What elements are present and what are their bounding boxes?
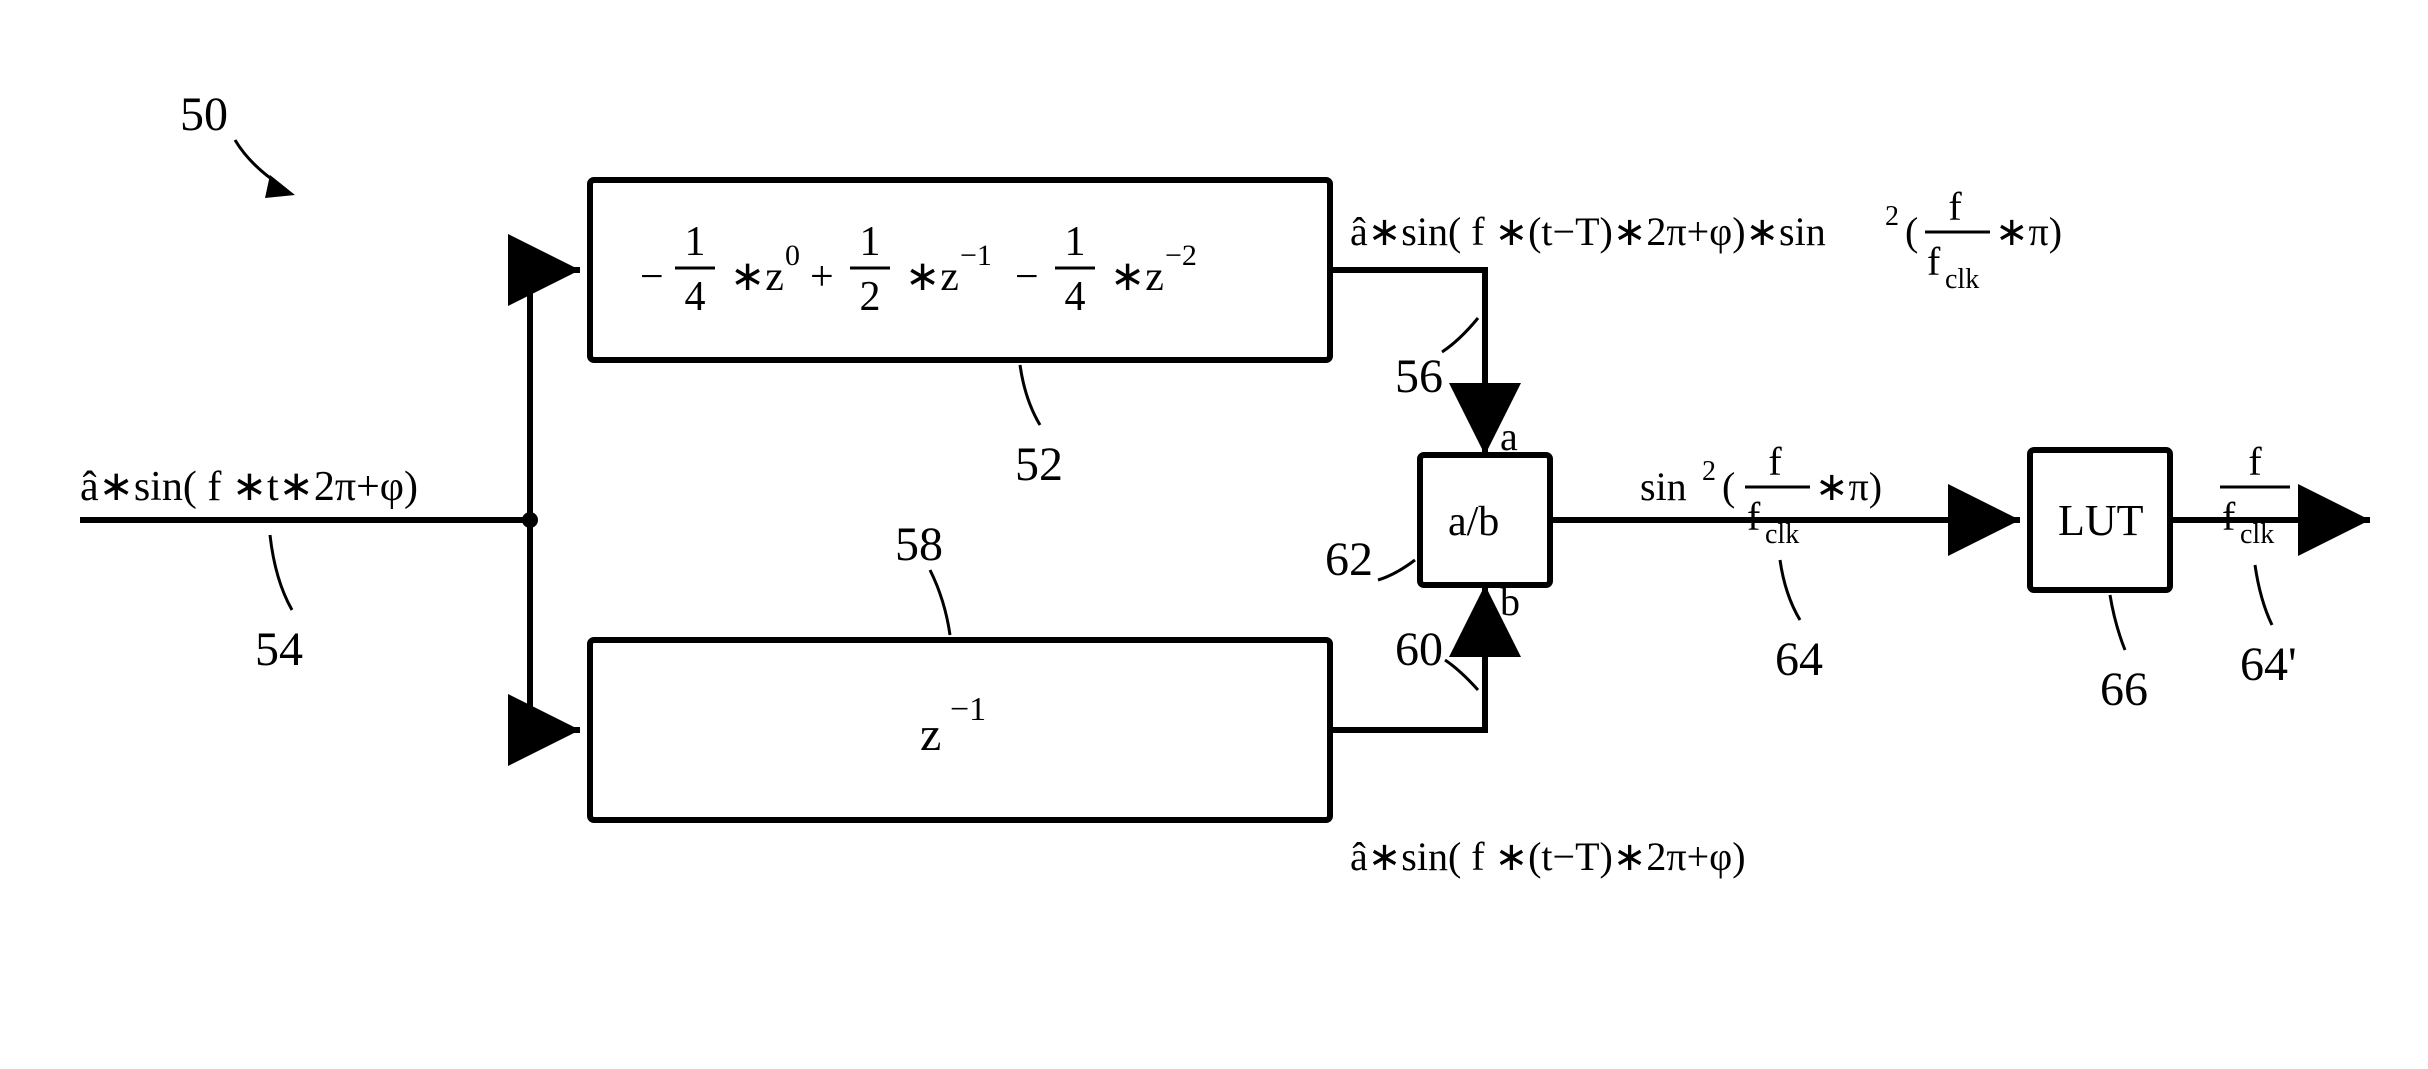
svg-text:∗π): ∗π)	[1815, 464, 1882, 509]
svg-text:∗z: ∗z	[905, 254, 959, 300]
svg-text:f: f	[2222, 494, 2236, 539]
svg-text:(: (	[1905, 209, 1918, 254]
edge-to-delay	[530, 520, 580, 730]
svg-text:a/b: a/b	[1448, 499, 1499, 545]
svg-text:64': 64'	[2240, 638, 2297, 691]
svg-text:52: 52	[1015, 438, 1063, 491]
svg-text:1: 1	[860, 219, 881, 265]
svg-text:2: 2	[1702, 456, 1716, 487]
svg-text:−1: −1	[950, 691, 986, 728]
divider-block: a/b 62	[1325, 455, 1550, 586]
svg-text:f: f	[2248, 439, 2262, 484]
svg-text:f: f	[1747, 494, 1761, 539]
block-diagram: 50 â∗sin( f ∗t∗2π+φ) 54 − 1 4 ∗z 0 + 1 2…	[0, 0, 2428, 1069]
svg-text:58: 58	[895, 518, 943, 571]
svg-text:sin: sin	[1640, 464, 1687, 509]
svg-text:4: 4	[1065, 274, 1086, 320]
delay-block: z −1 58	[590, 518, 1330, 820]
lut-block: LUT 66	[2030, 450, 2170, 716]
svg-text:−: −	[640, 254, 664, 300]
lut-output-edge: f f clk 64'	[2170, 439, 2370, 691]
divider-output-edge: sin 2 ( f f clk ∗π) 64	[1550, 439, 2020, 686]
svg-text:64: 64	[1775, 633, 1823, 686]
svg-text:(: (	[1722, 464, 1735, 509]
system-ref: 50	[180, 88, 295, 198]
svg-text:clk: clk	[1945, 264, 1979, 295]
svg-text:62: 62	[1325, 533, 1373, 586]
svg-text:f: f	[1948, 184, 1962, 229]
svg-text:1: 1	[685, 219, 706, 265]
svg-text:f: f	[1927, 239, 1941, 284]
input-signal: â∗sin( f ∗t∗2π+φ) 54	[80, 464, 538, 676]
svg-text:clk: clk	[2240, 519, 2274, 550]
svg-text:66: 66	[2100, 663, 2148, 716]
svg-text:â∗sin( f ∗t∗2π+φ): â∗sin( f ∗t∗2π+φ)	[80, 464, 418, 510]
delay-output-edge: b â∗sin( f ∗(t−T)∗2π+φ) 60	[1330, 579, 1746, 879]
svg-text:z: z	[920, 708, 941, 761]
svg-text:50: 50	[180, 88, 228, 141]
svg-text:â∗sin( f ∗(t−T)∗2π+φ)∗sin: â∗sin( f ∗(t−T)∗2π+φ)∗sin	[1350, 209, 1826, 254]
svg-text:−: −	[1015, 254, 1039, 300]
svg-text:0: 0	[785, 239, 800, 272]
svg-text:56: 56	[1395, 350, 1443, 403]
svg-text:4: 4	[685, 274, 706, 320]
svg-text:60: 60	[1395, 623, 1443, 676]
svg-text:+: +	[810, 254, 834, 300]
svg-text:LUT: LUT	[2058, 496, 2144, 545]
svg-text:∗z: ∗z	[730, 254, 784, 300]
svg-text:−2: −2	[1165, 239, 1197, 272]
svg-text:−1: −1	[960, 239, 992, 272]
svg-text:54: 54	[255, 623, 303, 676]
svg-text:â∗sin( f ∗(t−T)∗2π+φ): â∗sin( f ∗(t−T)∗2π+φ)	[1350, 834, 1746, 879]
svg-text:∗π): ∗π)	[1995, 209, 2062, 254]
edge-to-fir	[530, 270, 580, 520]
svg-text:1: 1	[1065, 219, 1086, 265]
svg-text:2: 2	[1885, 201, 1899, 232]
svg-text:f: f	[1768, 439, 1782, 484]
fir-block: − 1 4 ∗z 0 + 1 2 ∗z −1 − 1 4 ∗z −2 52	[590, 180, 1330, 491]
svg-text:2: 2	[860, 274, 881, 320]
svg-text:∗z: ∗z	[1110, 254, 1164, 300]
svg-text:clk: clk	[1765, 519, 1799, 550]
fir-output-edge: a â∗sin( f ∗(t−T)∗2π+φ)∗sin 2 ( f f clk …	[1330, 184, 2062, 459]
